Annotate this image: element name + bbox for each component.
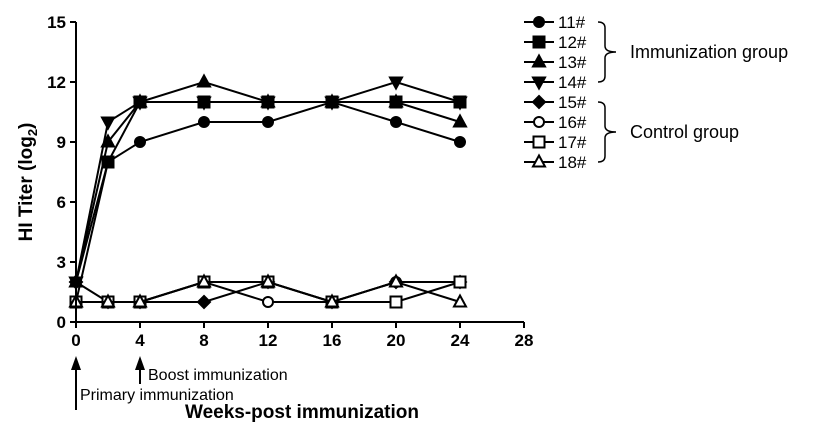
group-bracket-immunization: Immunization group <box>597 21 788 83</box>
arrow-head <box>71 356 81 370</box>
data-point <box>324 96 340 111</box>
legend-marker <box>533 116 545 128</box>
y-tick-label: 6 <box>57 193 66 212</box>
legend-item-11: 11# <box>524 13 586 32</box>
legend-label: 17# <box>558 133 587 152</box>
data-point <box>390 116 402 128</box>
group-label: Immunization group <box>630 42 788 62</box>
y-tick-label: 12 <box>47 73 66 92</box>
plot-area <box>68 73 468 310</box>
legend-label: 13# <box>558 53 587 72</box>
data-point <box>134 136 146 148</box>
series-line <box>76 280 461 304</box>
data-point <box>196 273 212 288</box>
data-point <box>324 293 340 308</box>
data-point <box>262 116 274 128</box>
legend-marker <box>532 35 546 49</box>
annotations: Primary immunization Boost immunization <box>71 356 288 410</box>
data-point <box>388 76 404 91</box>
legend-label: 12# <box>558 33 587 52</box>
data-point <box>388 93 404 108</box>
brace <box>597 21 617 83</box>
series-14 <box>68 76 468 291</box>
arrow-head <box>135 356 145 370</box>
data-point <box>260 273 276 288</box>
legend-label: 15# <box>558 93 587 112</box>
data-point <box>452 293 468 308</box>
y-tick-label: 3 <box>57 253 66 272</box>
legend-marker <box>531 76 547 91</box>
data-point <box>196 96 212 111</box>
data-point <box>132 293 148 308</box>
y-tick-label: 15 <box>47 13 66 32</box>
x-axis-title: Weeks-post immunization <box>185 402 419 423</box>
series-line <box>75 80 461 283</box>
data-point <box>100 293 116 308</box>
data-point <box>100 116 116 131</box>
data-point <box>196 73 212 88</box>
legend-marker <box>532 135 546 149</box>
legend-item-12: 12# <box>524 33 587 52</box>
group-label: Control group <box>630 122 739 142</box>
x-tick-label: 4 <box>135 331 145 350</box>
legend-label: 16# <box>558 113 587 132</box>
data-point <box>452 96 468 111</box>
legend-label: 18# <box>558 153 587 172</box>
legend-label: 11# <box>558 13 586 32</box>
series-line <box>75 100 461 283</box>
legend-item-18: 18# <box>524 153 587 172</box>
x-tick-label: 28 <box>515 331 534 350</box>
legend-marker <box>531 53 547 68</box>
legend-marker <box>533 16 545 28</box>
axes: 0 4 8 12 16 20 24 28 0 3 6 9 12 15 <box>47 13 533 350</box>
legend: 11#12#13#14#15#16#17#18# Immunization gro… <box>524 13 788 172</box>
x-tick-label: 8 <box>199 331 208 350</box>
annotation-boost: Boost immunization <box>135 356 288 384</box>
legend-item-13: 13# <box>524 53 587 72</box>
legend-item-14: 14# <box>524 73 587 92</box>
data-point <box>260 96 276 111</box>
y-tick-label: 0 <box>57 313 66 332</box>
annotation-primary: Primary immunization <box>71 356 234 410</box>
legend-item-17: 17# <box>524 133 587 152</box>
series-11 <box>70 96 466 288</box>
x-tick-label: 12 <box>259 331 278 350</box>
data-point <box>452 113 468 128</box>
data-point <box>454 136 466 148</box>
series-line <box>75 101 460 303</box>
x-tick-label: 16 <box>323 331 342 350</box>
y-axis-title: HI Titer (log2) <box>16 123 40 242</box>
data-point <box>198 116 210 128</box>
annotation-label: Boost immunization <box>148 367 288 384</box>
data-point <box>132 96 148 111</box>
data-point <box>389 295 403 309</box>
brace <box>597 101 617 163</box>
legend-item-15: 15# <box>524 93 587 112</box>
x-tick-label: 0 <box>71 331 80 350</box>
legend-item-16: 16# <box>524 113 587 132</box>
data-point <box>262 296 274 308</box>
legend-marker <box>531 153 547 168</box>
legend-marker <box>531 94 547 110</box>
annotation-label: Primary immunization <box>80 387 234 404</box>
x-tick-label: 24 <box>451 331 470 350</box>
group-bracket-control: Control group <box>597 101 739 163</box>
y-tick-label: 9 <box>57 133 66 152</box>
legend-label: 14# <box>558 73 587 92</box>
data-point <box>453 275 467 289</box>
data-point <box>196 294 212 310</box>
data-point <box>388 273 404 288</box>
x-tick-label: 20 <box>387 331 406 350</box>
